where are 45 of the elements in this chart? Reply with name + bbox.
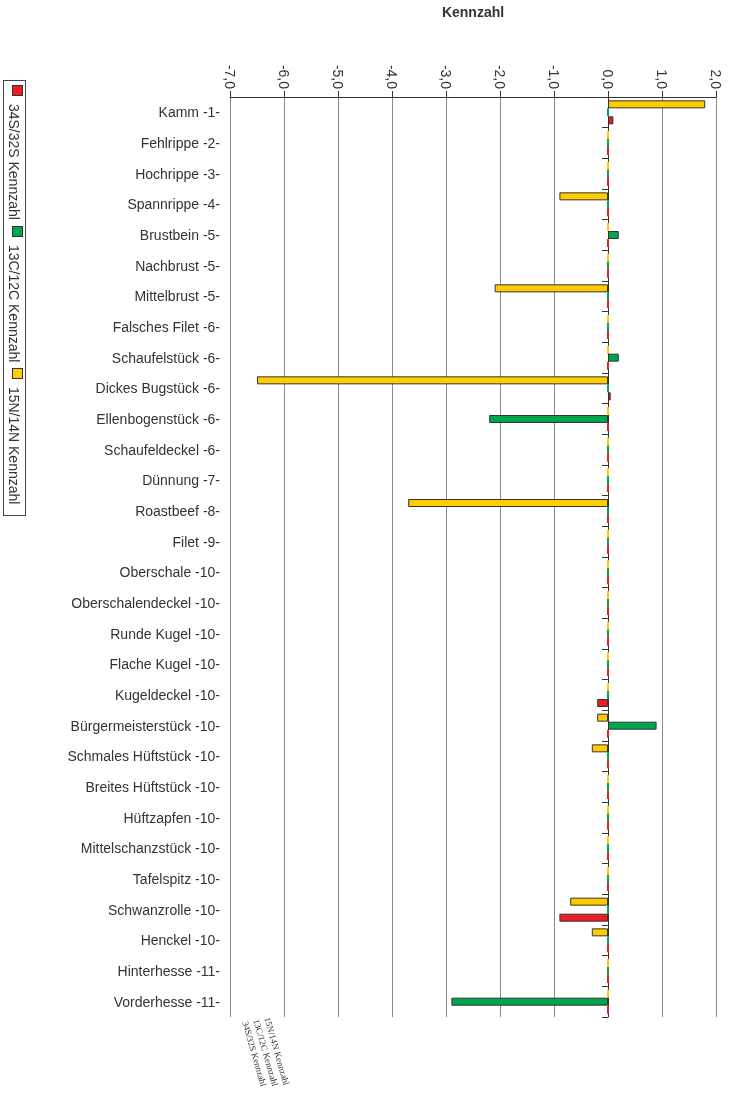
legend-label: 15N/14N Kennzahl [6, 387, 22, 505]
x-tick-label: 1,0 [654, 69, 670, 90]
y-tick-label: Bürgermeisterstück -10- [70, 717, 221, 734]
y-tick-label: Roastbeef -8- [135, 503, 221, 519]
y-tick-label: Mittelbrust -5- [134, 288, 221, 305]
y-tick-label: Schaufelstück -6- [111, 349, 221, 366]
y-tick-label: Kamm -1- [158, 104, 221, 121]
y-tick-label: Schwanzrolle -10- [107, 901, 221, 918]
x-tick-label: -5,0 [330, 64, 346, 90]
y-tick-label: Henckel -10- [140, 932, 221, 949]
y-tick-label: Runde Kugel -10- [110, 625, 221, 642]
y-tick-label: Schaufeldeckel -6- [104, 441, 221, 458]
x-tick-label: -7,0 [222, 64, 238, 90]
x-tick-label: -2,0 [492, 64, 508, 90]
y-tick-label: Mittelschanzstück -10- [80, 840, 221, 857]
y-tick-label: Falsches Filet -6- [112, 319, 221, 335]
legend-label: 13C/12C Kennzahl [6, 244, 22, 363]
y-tick-label: Filet -9- [172, 533, 221, 550]
x-tick-label: -4,0 [384, 64, 400, 90]
y-tick-label: Hochrippe -3- [135, 165, 221, 182]
x-tick-label: -3,0 [438, 64, 454, 90]
bar [608, 353, 619, 362]
y-tick-label: Breites Hüftstück -10- [85, 779, 221, 795]
legend-label: 34S/32S Kennzahl [6, 103, 22, 220]
y-tick-label: Oberschale -10- [119, 564, 221, 581]
y-tick-label: Ellenbogenstück -6- [96, 411, 221, 427]
y-tick-label: Tafelspitz -10- [132, 871, 221, 887]
x-tick-label: 2,0 [708, 69, 724, 90]
x-tick-label: -6,0 [276, 64, 292, 90]
y-tick-label: Flache Kugel -10- [109, 656, 221, 673]
y-tick-label: Hinterhesse -11- [117, 963, 221, 979]
y-tick-label: Brustbein -5- [139, 227, 221, 243]
y-tick-label: Dünnung -7- [142, 472, 221, 489]
y-tick-label: Dickes Bugstück -6- [95, 380, 221, 397]
y-tick-label: Vorderhesse -11- [113, 993, 221, 1010]
y-tick-label: Nachbrust -5- [135, 257, 221, 274]
x-tick-label: -1,0 [546, 64, 562, 90]
y-tick-label: Kugeldeckel -10- [114, 687, 221, 703]
y-tick-label: Hüftzapfen -10- [123, 809, 221, 826]
x-tick-label: 0,0 [600, 69, 616, 90]
y-tick-label: Oberschalendeckel -10- [71, 595, 221, 611]
x-axis-title: Kennzahl [441, 4, 505, 20]
y-tick-label: Fehlrippe -2- [140, 135, 221, 151]
y-tick-label: Schmales Hüftstück -10- [67, 748, 221, 765]
y-tick-label: Spannrippe -4- [127, 196, 221, 213]
